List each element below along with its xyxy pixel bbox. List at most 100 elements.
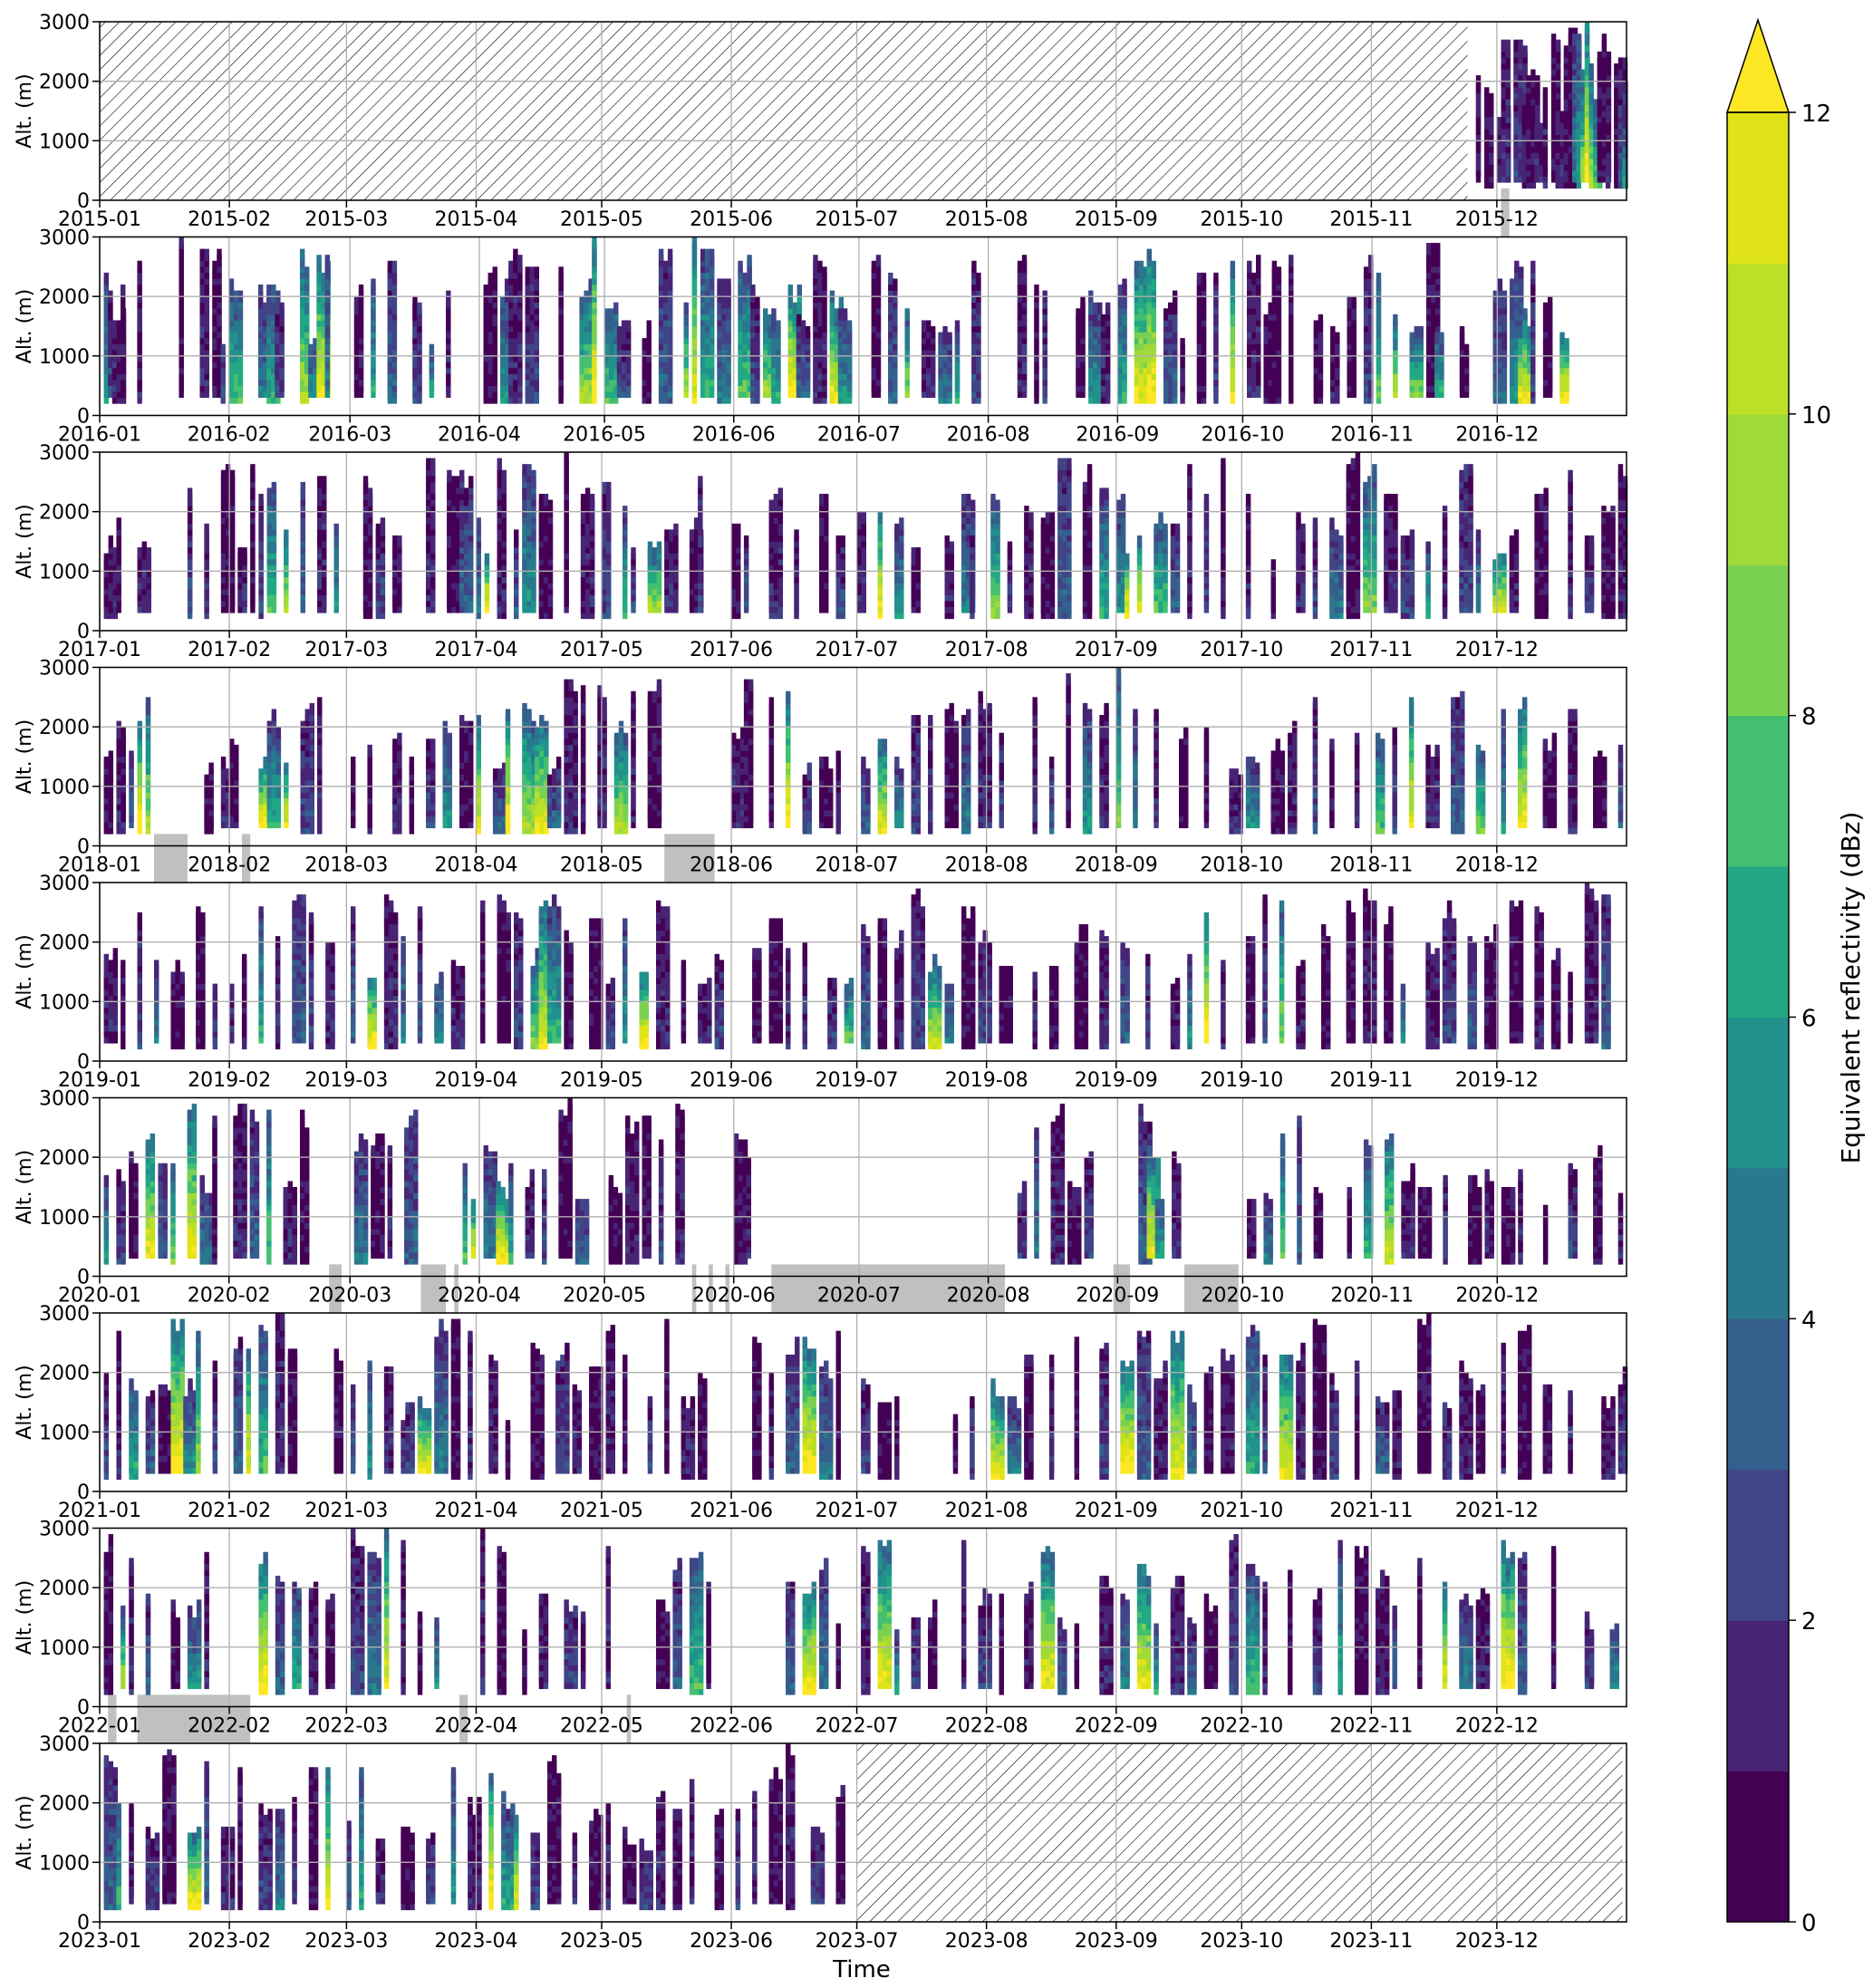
data-cell — [266, 285, 271, 296]
data-cell — [1197, 273, 1202, 285]
reflectivity-event — [1376, 273, 1381, 404]
reflectivity-event — [237, 547, 246, 613]
data-cell — [217, 249, 221, 261]
data-cell — [1414, 326, 1419, 338]
x-tick-label: 2016-11 — [1330, 424, 1414, 447]
data-cell — [1376, 273, 1381, 285]
reflectivity-event — [179, 237, 183, 399]
x-tick-label: 2015-10 — [1200, 208, 1283, 231]
data-cell — [1614, 63, 1618, 75]
data-cell — [204, 249, 208, 261]
data-cell — [430, 458, 435, 470]
reflectivity-event — [1247, 255, 1260, 398]
data-cell — [121, 285, 125, 296]
data-cell — [1588, 63, 1593, 75]
data-cell — [1347, 296, 1352, 308]
reflectivity-event — [116, 517, 121, 613]
data-cell — [806, 326, 810, 338]
data-cell — [199, 249, 204, 261]
data-cell — [137, 261, 141, 273]
data-cell — [304, 266, 309, 278]
reflectivity-event — [188, 487, 192, 619]
reflectivity-event — [412, 296, 421, 403]
reflectivity-event — [659, 249, 672, 404]
reflectivity-event — [971, 261, 980, 404]
data-cell — [1251, 273, 1256, 285]
data-cell — [721, 278, 726, 290]
data-cell — [517, 255, 522, 266]
reflectivity-event — [1213, 273, 1218, 404]
data-cell — [1263, 314, 1268, 326]
reflectivity-event — [617, 320, 631, 398]
data-cell — [1585, 22, 1589, 34]
reflectivity-event — [888, 273, 897, 404]
data-cell — [1168, 303, 1173, 314]
data-cell — [464, 487, 468, 499]
data-cell — [1231, 261, 1235, 273]
data-cell — [230, 470, 235, 482]
data-cell — [272, 482, 276, 494]
data-cell — [1543, 87, 1548, 99]
reflectivity-event — [1588, 63, 1593, 188]
data-cell — [788, 285, 793, 296]
data-cell — [109, 536, 113, 547]
data-cell — [1393, 314, 1397, 326]
data-cell — [684, 303, 689, 314]
data-cell — [1559, 333, 1564, 344]
data-cell — [797, 314, 801, 326]
reflectivity-event — [1289, 255, 1293, 403]
reflectivity-event — [212, 249, 221, 398]
x-tick-label: 2015-06 — [690, 208, 773, 231]
data-cell — [242, 547, 246, 559]
data-cell — [1335, 333, 1339, 344]
data-cell — [558, 266, 563, 278]
data-cell — [938, 333, 942, 344]
reflectivity-event — [1556, 111, 1565, 189]
data-cell — [609, 308, 613, 320]
reflectivity-event — [700, 249, 714, 398]
data-cell — [1018, 261, 1022, 273]
data-cell — [1247, 261, 1251, 273]
data-cell — [284, 529, 288, 541]
data-cell — [801, 320, 806, 332]
data-cell — [1426, 243, 1431, 255]
reflectivity-event — [558, 266, 563, 403]
reflectivity-event — [1493, 278, 1507, 403]
reflectivity-event — [579, 278, 593, 403]
data-cell — [1256, 255, 1260, 266]
data-cell — [976, 273, 980, 285]
reflectivity-event — [1263, 303, 1272, 404]
data-cell — [668, 249, 672, 261]
data-cell — [279, 303, 284, 314]
data-cell — [1489, 93, 1493, 105]
data-cell — [646, 320, 651, 332]
y-tick-label: 3000 — [39, 227, 90, 250]
data-cell — [843, 308, 847, 320]
y-axis-label: Alt. (m) — [14, 289, 36, 363]
data-cell — [1439, 333, 1443, 344]
x-tick-label: 2016-07 — [817, 424, 901, 447]
x-tick-label: 2015-04 — [435, 208, 518, 231]
data-cell — [971, 261, 976, 273]
data-cell — [484, 285, 488, 296]
reflectivity-event — [905, 308, 910, 398]
data-cell — [1352, 296, 1356, 308]
reflectivity-event — [376, 517, 385, 619]
data-cell — [1607, 52, 1611, 63]
reflectivity-event — [684, 303, 689, 398]
data-cell — [493, 266, 497, 278]
reflectivity-event — [1330, 326, 1339, 404]
data-cell — [530, 266, 535, 278]
data-cell — [1530, 261, 1535, 273]
reflectivity-event — [1076, 296, 1085, 398]
data-cell — [1163, 308, 1168, 320]
reflectivity-event — [1018, 255, 1027, 398]
data-cell — [1534, 123, 1539, 135]
data-cell — [955, 320, 960, 332]
data-cell — [1506, 40, 1511, 52]
data-cell — [275, 314, 279, 326]
data-cell — [1484, 87, 1489, 99]
